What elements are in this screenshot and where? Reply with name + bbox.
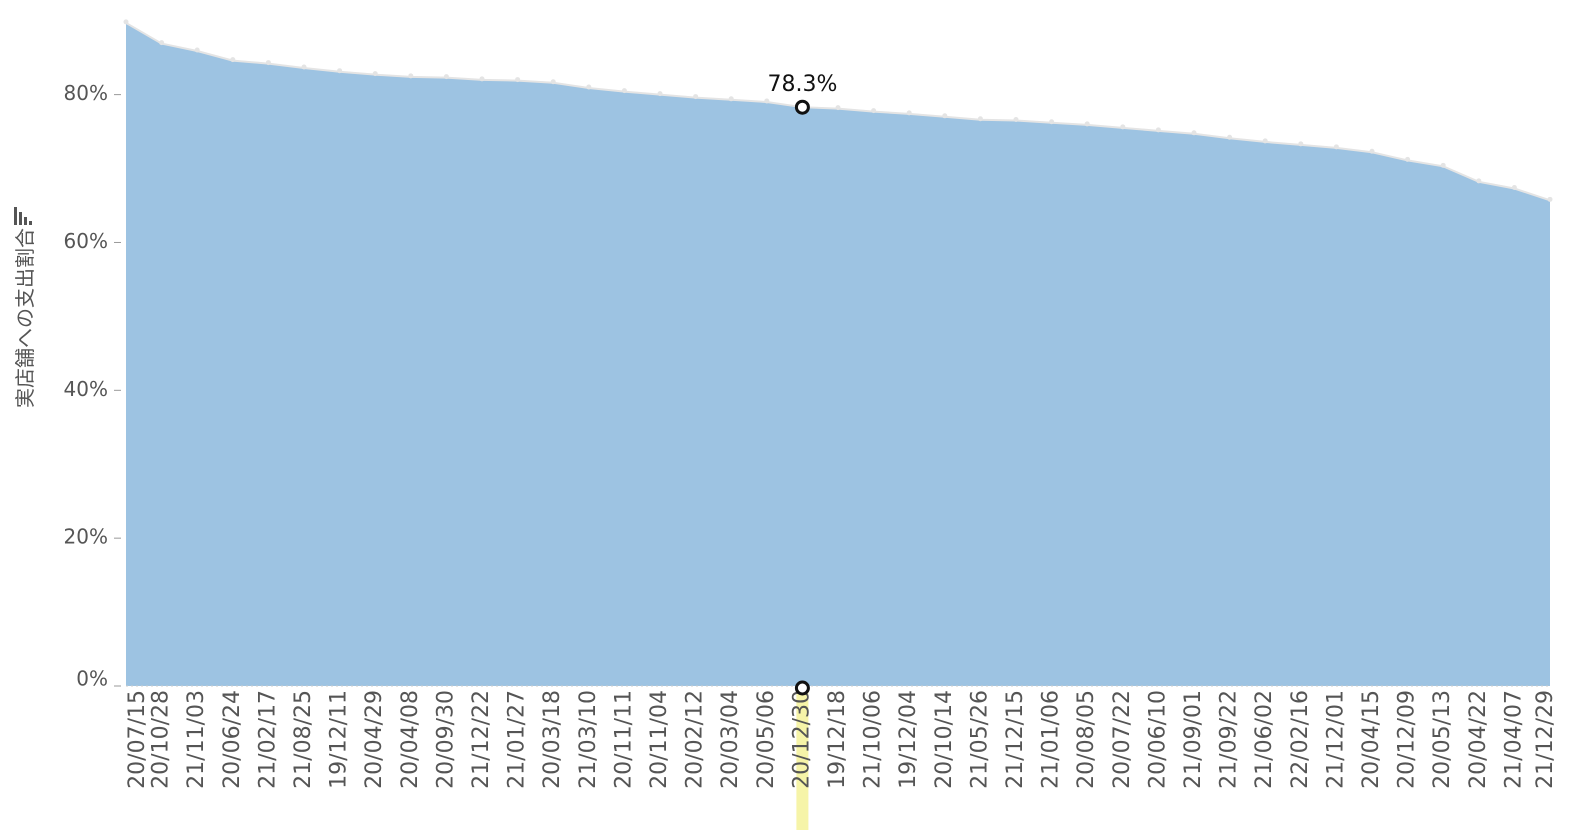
axis-icon (14, 207, 32, 225)
point (1262, 138, 1268, 144)
x-tick-label: 20/08/05 (1074, 690, 1099, 789)
point (586, 84, 592, 90)
x-tick-label: 20/03/04 (718, 690, 743, 789)
x-tick-label: 21/03/10 (576, 690, 601, 789)
point (443, 74, 449, 80)
x-tick-label: 21/09/01 (1181, 690, 1206, 789)
x-tick-label: 20/04/15 (1359, 690, 1384, 789)
x-tick-label: 20/11/04 (647, 690, 672, 789)
x-tick-label: 20/06/10 (1145, 690, 1170, 789)
highlight-base (794, 680, 810, 696)
point (1333, 144, 1339, 150)
point (657, 91, 663, 97)
point (1227, 134, 1233, 140)
x-tick-label: 19/12/04 (896, 690, 921, 789)
x-tick-label: 21/01/06 (1039, 690, 1064, 789)
y-tick-label: 40% (64, 377, 108, 401)
point (1084, 121, 1090, 127)
point (372, 71, 378, 77)
point (1547, 196, 1553, 202)
point (1476, 178, 1482, 184)
point (977, 116, 983, 122)
point (123, 19, 129, 25)
x-tick-label: 21/02/17 (255, 690, 280, 789)
point (693, 94, 699, 100)
x-tick-label: 21/09/22 (1217, 690, 1242, 789)
x-tick-label: 21/12/01 (1323, 690, 1348, 789)
x-tick-label: 20/12/09 (1395, 690, 1420, 789)
x-tick-label: 20/05/13 (1430, 690, 1455, 789)
x-tick-label: 21/06/02 (1252, 690, 1277, 789)
point (728, 96, 734, 102)
point (265, 60, 271, 66)
area (126, 22, 1550, 686)
point (1440, 162, 1446, 168)
x-tick-label: 21/04/07 (1501, 690, 1526, 789)
x-tick-label: 20/02/12 (683, 690, 708, 789)
x-tick-label: 20/07/15 (125, 690, 150, 789)
point (1191, 130, 1197, 136)
point (1369, 148, 1375, 154)
x-tick-label: 21/05/26 (967, 690, 992, 789)
point (230, 57, 236, 63)
x-tick-label: 20/06/24 (220, 690, 245, 789)
x-tick-label: 19/12/11 (327, 690, 352, 789)
point (479, 76, 485, 82)
y-tick-label: 80% (64, 81, 108, 105)
point (550, 79, 556, 85)
highlight-band (796, 686, 809, 830)
point (1511, 185, 1517, 191)
x-tick-label: 21/12/15 (1003, 690, 1028, 789)
x-tick-label: 20/03/18 (540, 690, 565, 789)
x-tick-label: 20/04/22 (1466, 690, 1491, 789)
x-tick-label: 20/10/28 (149, 690, 174, 789)
x-tick-label: 20/11/11 (611, 690, 636, 789)
point (942, 113, 948, 119)
point (515, 77, 521, 83)
point (159, 40, 165, 46)
point (906, 110, 912, 116)
x-tick-label: 21/10/06 (861, 690, 886, 789)
x-tick-label: 21/12/22 (469, 690, 494, 789)
point (1049, 119, 1055, 125)
x-tick-label: 21/08/25 (291, 690, 316, 789)
x-tick-label: 20/04/29 (362, 690, 387, 789)
x-tick-label: 20/07/22 (1110, 690, 1135, 789)
y-tick-label: 20% (64, 525, 108, 549)
point (871, 108, 877, 114)
x-tick-label: 21/01/27 (505, 690, 530, 789)
point (1120, 124, 1126, 130)
point (835, 105, 841, 111)
point (1013, 116, 1019, 122)
x-tick-label: 19/12/18 (825, 690, 850, 789)
point (1298, 141, 1304, 147)
y-tick-label: 0% (76, 667, 108, 691)
point (194, 47, 200, 53)
x-tick-label: 20/09/30 (433, 690, 458, 789)
y-axis-title: 実店舗への支出割合 (13, 228, 37, 408)
x-tick-label: 20/12/30 (789, 690, 814, 789)
highlight-point (794, 99, 810, 115)
x-tick-label: 20/04/08 (398, 690, 423, 789)
x-tick-label: 20/05/06 (754, 690, 779, 789)
x-tick-label: 21/12/29 (1533, 690, 1558, 789)
value-label: 78.3% (767, 72, 837, 97)
point (764, 98, 770, 104)
point (621, 88, 627, 94)
x-tick-label: 20/10/14 (932, 690, 957, 789)
point (408, 73, 414, 79)
point (1405, 156, 1411, 162)
point (1155, 127, 1161, 133)
x-tick-label: 21/11/03 (184, 690, 209, 789)
point (301, 64, 307, 70)
point (337, 68, 343, 74)
x-tick-label: 22/02/16 (1288, 690, 1313, 789)
y-tick-label: 60% (64, 229, 108, 253)
